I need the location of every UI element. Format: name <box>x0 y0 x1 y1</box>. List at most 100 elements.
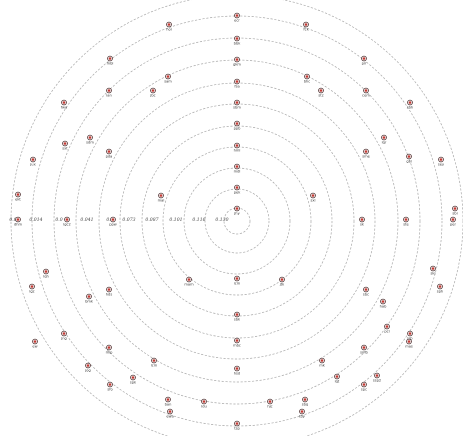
node-label: gkm <box>233 63 241 67</box>
node-label: ekt <box>15 198 21 202</box>
node-marker-core <box>364 89 368 92</box>
node-marker-core <box>335 375 339 378</box>
node-marker-core <box>404 218 408 221</box>
tree-node: sbi <box>452 205 458 216</box>
node-label: mal <box>158 199 165 203</box>
node-label: lcm <box>151 364 158 368</box>
tree-node: tsp <box>234 420 240 431</box>
tree-node: lsb <box>407 330 413 341</box>
node-marker-core <box>382 136 386 139</box>
tick-label: 0.014 <box>29 217 42 223</box>
node-marker-core <box>235 80 239 83</box>
tree-node: lqt <box>334 373 340 384</box>
node-label: ecr <box>234 19 240 23</box>
node-label: sam <box>164 80 172 84</box>
node-marker-core <box>364 288 368 291</box>
tree-node: pir <box>361 55 367 66</box>
node-marker-core <box>88 136 92 139</box>
tree-node: hjc <box>267 398 273 409</box>
tree-node: ewa <box>166 408 174 419</box>
node-marker-core <box>235 313 239 316</box>
node-label: sk <box>360 223 365 227</box>
node-label: lsb <box>407 337 413 341</box>
node-marker-core <box>381 300 385 303</box>
node-label: ewa <box>166 415 173 419</box>
tree-node: mbc <box>233 337 241 348</box>
node-label: bmk <box>85 300 94 304</box>
node-marker-core <box>108 383 112 386</box>
node-label: mbc <box>233 344 241 348</box>
tree-node: ekt <box>15 191 21 202</box>
tree-node: icm <box>234 275 241 286</box>
node-label: jng <box>60 337 67 341</box>
tree-node: mal <box>158 192 165 203</box>
node-marker-core <box>235 14 239 17</box>
tree-node: pda <box>106 148 113 159</box>
tree-node: noi <box>166 21 172 32</box>
node-marker-core <box>235 144 239 147</box>
node-marker-core <box>108 57 112 60</box>
tick-label: 0.041 <box>80 217 93 223</box>
node-marker-core <box>107 346 111 349</box>
node-marker-core <box>107 150 111 153</box>
tree-node: jog <box>84 362 91 373</box>
node-label: pda <box>106 155 113 159</box>
tree-node: ski <box>430 265 436 276</box>
tree-nodes: ecr bbk gkm fsa sbm ppb hml mdl pek jhy noi fck mbl p… <box>14 12 458 431</box>
node-label: sxl <box>311 199 316 203</box>
node-marker-core <box>107 288 111 291</box>
node-marker-core <box>111 218 115 221</box>
node-marker-core <box>202 400 206 403</box>
node-label: per <box>450 223 456 227</box>
node-label: lqr <box>382 141 387 145</box>
tree-node: sbk <box>234 311 241 322</box>
node-marker-core <box>438 285 442 288</box>
node-marker-core <box>362 346 366 349</box>
node-marker-core <box>364 150 368 153</box>
node-label: gsl <box>406 160 411 164</box>
node-marker-core <box>44 270 48 273</box>
tree-node: spc <box>361 381 367 392</box>
node-marker-core <box>30 285 34 288</box>
node-label: spc <box>361 388 367 392</box>
tree-node: sbm <box>233 99 241 110</box>
tick-label: 0.073 <box>122 217 135 223</box>
tree-node: lqr <box>381 134 387 145</box>
tick-label: 0.0 <box>106 217 113 223</box>
tree-node: sxt <box>62 140 68 151</box>
tree-node: sxl <box>310 192 316 203</box>
node-label: fsa <box>234 85 239 89</box>
node-marker-core <box>280 278 284 281</box>
node-label: sfo <box>107 388 112 392</box>
node-marker-core <box>385 325 389 328</box>
tree-node: fsa <box>234 78 240 89</box>
node-marker-core <box>167 23 171 26</box>
node-marker-core <box>268 400 272 403</box>
node-marker-core <box>305 75 309 78</box>
tree-node: lgz <box>29 283 35 294</box>
node-label: mip <box>106 351 113 355</box>
tree-node: sme <box>362 148 371 159</box>
node-marker-core <box>16 193 20 196</box>
node-marker-core <box>166 75 170 78</box>
tree-node: sbq <box>302 396 308 407</box>
tick-label: 0.116 <box>192 217 205 223</box>
tree-node: jux <box>29 156 37 167</box>
node-label: sbm <box>233 106 241 110</box>
node-label: bhc <box>304 80 311 84</box>
node-label: sbk <box>234 318 241 322</box>
tree-node: fwa <box>61 99 67 110</box>
node-label: fwa <box>61 106 67 110</box>
tree-node: gkm <box>233 56 241 67</box>
node-label: mdl <box>234 170 241 174</box>
node-label: mam <box>184 283 194 287</box>
node-marker-core <box>235 207 239 210</box>
node-marker-core <box>16 218 20 221</box>
node-label: jbc <box>149 94 155 98</box>
node-marker-core <box>408 332 412 335</box>
tree-node: lqh <box>43 268 49 279</box>
node-label: hds <box>106 293 113 297</box>
node-marker-core <box>360 218 364 221</box>
tree-node: smb <box>360 344 369 355</box>
